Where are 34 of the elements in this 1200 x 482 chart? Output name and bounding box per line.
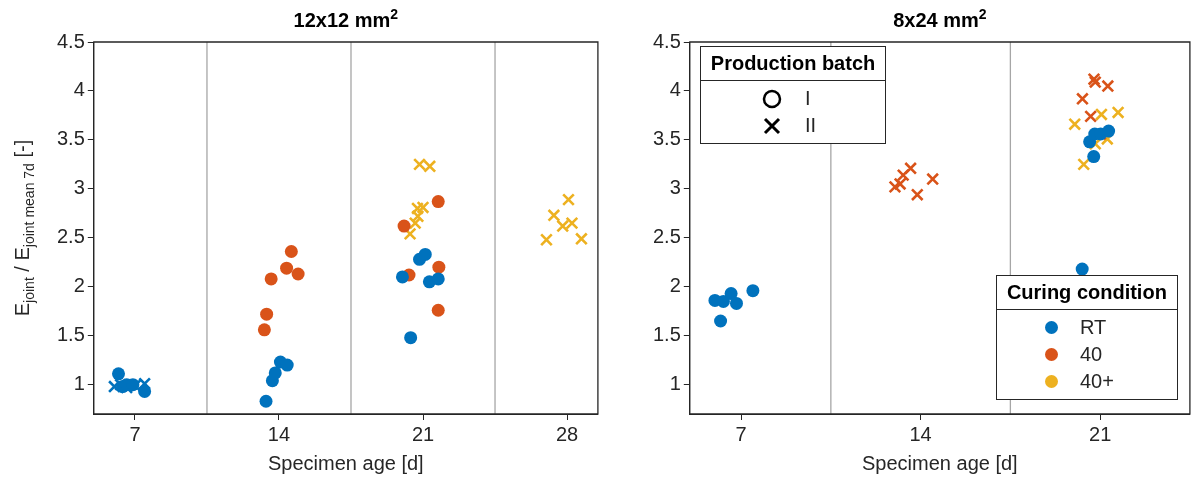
y-tick-label: 4 [73,78,85,101]
annotation: I [805,87,812,110]
y-tick-label: 1 [73,372,85,395]
x-tick-label: 7 [129,422,141,445]
y-tick-label: 3.5 [56,127,85,150]
y-tick-label: 3 [669,176,681,199]
annotation: Production batch [700,47,886,81]
chart-title: 8x24 mm$^{2}$ [893,6,987,32]
legend-title: Curing condition [996,276,1177,310]
legend-label: 40+ [1079,370,1114,393]
annotation: II [805,114,818,137]
x-tick-label: 28 [555,422,579,445]
legend-label: RT [1079,316,1107,339]
y-tick-label: 4 [669,78,681,101]
x-tick-label: 21 [1089,422,1112,445]
y-tick-label: 2.5 [652,225,681,248]
x-tick-label: 14 [267,422,291,445]
y-tick-label: 2.5 [56,225,85,248]
y-tick-label: 4.5 [652,29,681,52]
legend-label: 40 [1079,343,1103,366]
y-tick-label: 2 [669,274,681,297]
y-tick-label: 1.5 [56,323,85,346]
y-tick-label: 4.5 [56,29,85,52]
x-axis-title: Specimen age [d] [268,451,424,474]
y-tick-label: 3 [73,176,85,199]
y-tick-label: 3.5 [652,127,681,150]
y-tick-label: 1.5 [652,323,681,346]
x-tick-label: 14 [909,422,932,445]
y-tick-label: 2 [73,274,85,297]
x-tick-label: 7 [735,422,747,445]
x-tick-label: 21 [411,422,435,445]
x-axis-title: Specimen age [d] [862,451,1018,474]
y-tick-label: 1 [669,372,681,395]
chart-title: 12x12 mm$^{2}$ [293,6,399,32]
